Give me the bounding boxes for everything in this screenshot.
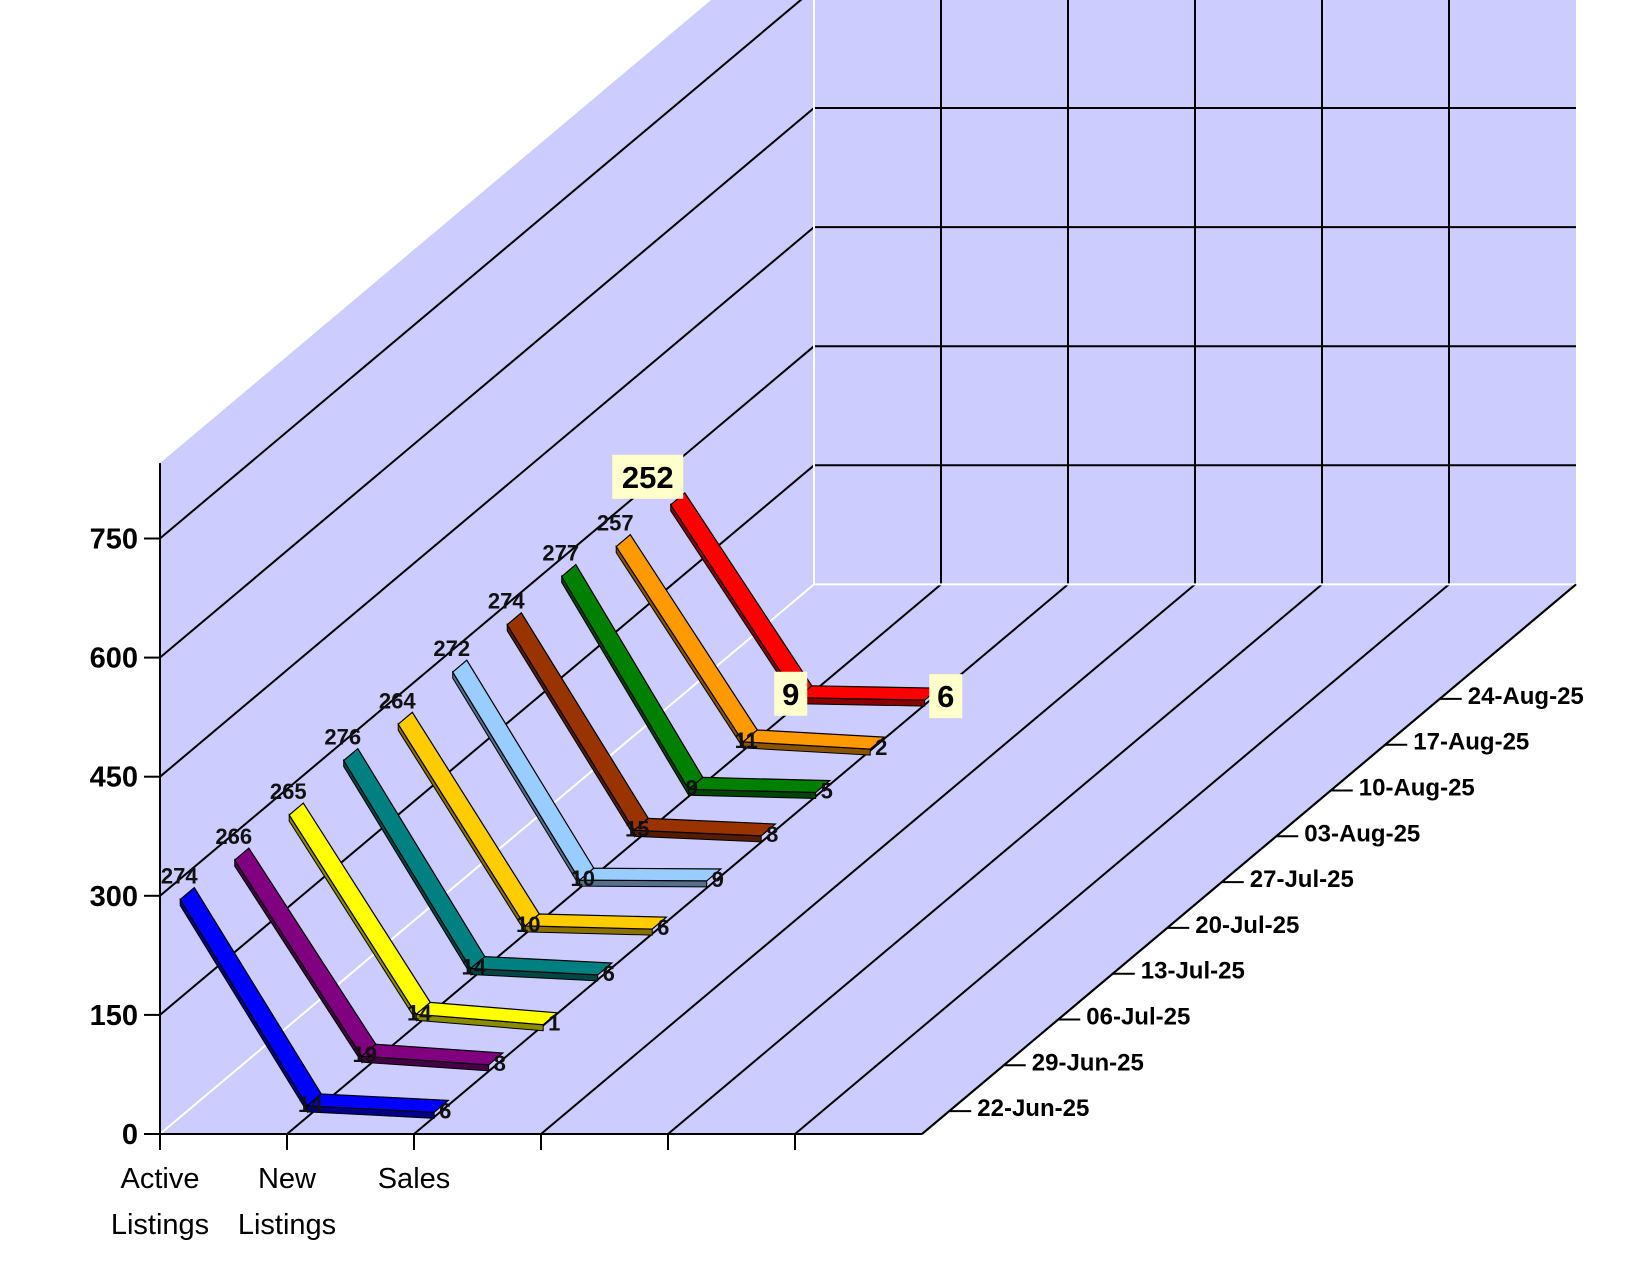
data-label: 257 — [597, 511, 634, 536]
y-tick-label: 150 — [90, 1000, 138, 1032]
side-wall-gridline — [159, 0, 803, 540]
side-wall-gridline — [159, 107, 815, 659]
data-label: 274 — [488, 589, 525, 614]
x-tick-label: New Listings — [238, 1163, 336, 1241]
x-tick-label: Active Listings — [111, 1163, 209, 1241]
data-label: 19 — [353, 1042, 377, 1067]
data-label: 14 — [462, 955, 487, 980]
ribbon-segment — [523, 913, 668, 930]
data-label: 266 — [215, 824, 252, 849]
x-tick-label: Sales — [378, 1163, 451, 1195]
z-tick-label: 27-Jul-25 — [1250, 866, 1354, 893]
floor-gridline — [286, 583, 942, 1135]
ribbon-segment — [796, 685, 941, 701]
data-label: 8 — [494, 1051, 506, 1076]
x-tick-label-line: Listings — [111, 1209, 209, 1241]
z-tick-label: 13-Jul-25 — [1141, 958, 1245, 985]
ribbon-segment — [414, 1001, 559, 1026]
ribbon-segment — [469, 955, 614, 976]
series-ribbon — [560, 563, 832, 800]
z-tick-label: 22-Jun-25 — [977, 1095, 1089, 1122]
data-label: 6 — [603, 961, 615, 986]
data-label: 14 — [298, 1092, 323, 1117]
data-label-box — [774, 671, 808, 716]
data-label: 6 — [657, 915, 669, 940]
data-label: 264 — [379, 688, 416, 713]
ribbon-segment — [360, 1043, 505, 1066]
data-label: 11 — [735, 728, 758, 753]
data-label: 10 — [571, 866, 595, 891]
data-label: 265 — [270, 779, 307, 804]
side-wall-gridline — [159, 226, 815, 778]
data-label: 6 — [439, 1098, 451, 1123]
data-label: 277 — [542, 541, 579, 566]
data-label: 9 — [686, 775, 698, 800]
floor-gridline — [667, 583, 1323, 1135]
data-label: 276 — [324, 725, 361, 750]
series-ribbon — [342, 747, 614, 982]
data-label: 5 — [821, 779, 833, 804]
data-label: 2 — [875, 735, 887, 760]
x-tick-label-line: New — [258, 1163, 317, 1195]
ribbon-segment — [741, 729, 886, 750]
data-label: 252 — [622, 460, 674, 495]
series-ribbon — [615, 533, 886, 756]
z-tick-label: 20-Jul-25 — [1195, 912, 1299, 939]
series-ribbon — [669, 492, 941, 707]
data-label: 9 — [712, 867, 724, 892]
data-label: 8 — [766, 822, 778, 847]
data-label: 9 — [782, 677, 799, 712]
x-tick-label-line: Sales — [378, 1163, 451, 1195]
y-tick-label: 450 — [90, 762, 138, 794]
ribbon-segment — [578, 867, 723, 882]
y-tick-label: 300 — [90, 881, 138, 913]
data-label-box — [929, 674, 963, 719]
floor-gridline — [794, 583, 1450, 1135]
data-label: 1 — [548, 1011, 560, 1036]
series-ribbon — [179, 886, 450, 1119]
data-label: 10 — [516, 912, 540, 937]
data-label: 15 — [625, 816, 649, 841]
z-tick-label: 10-Aug-25 — [1359, 775, 1475, 802]
x-tick-label-line: Listings — [238, 1209, 336, 1241]
series-ribbon — [506, 611, 777, 843]
side-wall-gridline — [159, 345, 815, 897]
z-tick-label: 17-Aug-25 — [1413, 729, 1529, 756]
ribbon-segment — [305, 1093, 450, 1113]
z-tick-label: 29-Jun-25 — [1032, 1049, 1144, 1076]
data-label: 274 — [161, 864, 198, 889]
data-label-box — [612, 454, 684, 499]
series-ribbon — [397, 711, 668, 936]
series-ribbon — [451, 659, 723, 888]
y-tick-label: 750 — [90, 524, 138, 556]
y-tick-label: 600 — [90, 643, 138, 675]
series-ribbon — [288, 802, 559, 1032]
ribbon-segment — [687, 776, 832, 794]
data-label: 6 — [937, 679, 954, 714]
ribbon-segment — [632, 817, 777, 837]
data-label: 272 — [433, 636, 470, 661]
floor-gridline — [540, 583, 1196, 1135]
x-tick-label-line: Active — [121, 1163, 200, 1195]
z-tick-label: 24-Aug-25 — [1468, 683, 1584, 710]
y-tick-label: 0 — [122, 1119, 138, 1151]
series-ribbon — [233, 847, 505, 1072]
data-label: 14 — [407, 1000, 432, 1025]
z-axis-line — [921, 583, 1577, 1135]
z-tick-label: 06-Jul-25 — [1086, 1004, 1190, 1031]
z-tick-label: 03-Aug-25 — [1304, 820, 1420, 847]
